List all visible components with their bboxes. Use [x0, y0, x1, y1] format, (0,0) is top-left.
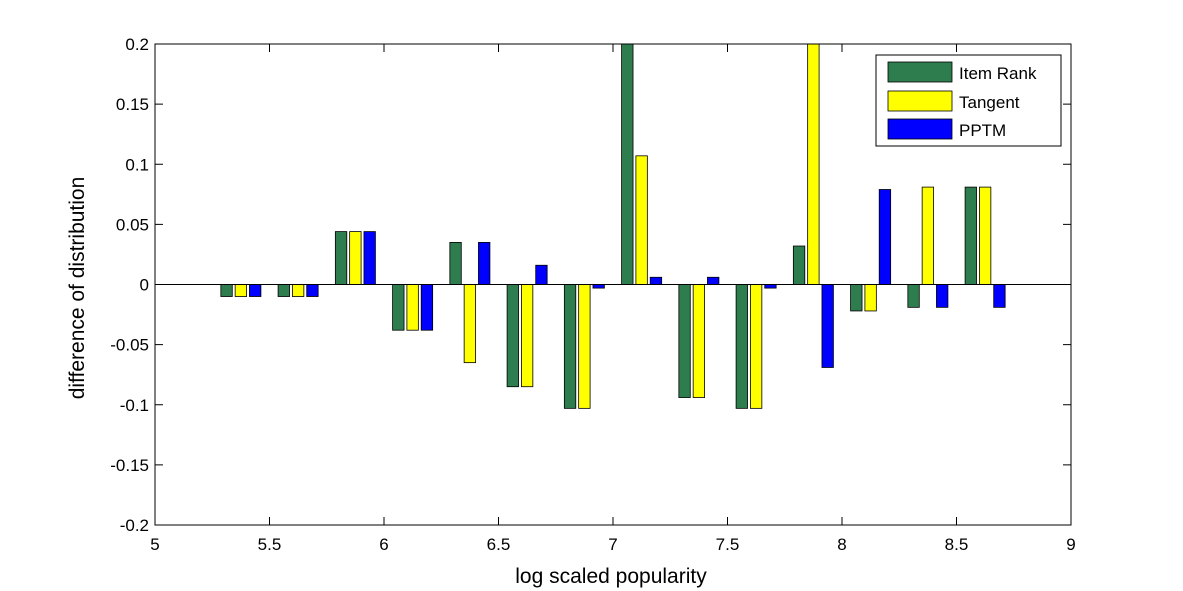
legend-swatch-item-rank [887, 61, 953, 83]
bar-pptm-7 [649, 276, 663, 285]
bar-tangent-11 [864, 284, 877, 312]
legend-swatch-tangent [887, 90, 953, 112]
y-tick-label: 0 [140, 276, 149, 295]
bar-pptm-13 [993, 284, 1006, 308]
x-tick-label: 9 [1066, 535, 1075, 554]
y-axis: -0.2 -0.15 -0.1 -0.05 0 0.05 0.1 0.15 0.2 [110, 35, 1071, 535]
bar-pptm-10 [821, 284, 834, 368]
bar-pptm-1 [306, 284, 319, 297]
bar-item-rank-12 [907, 284, 920, 308]
bar-tangent-13 [979, 186, 992, 285]
bar-tangent-10 [807, 43, 820, 285]
bar-pptm-0 [249, 284, 262, 297]
y-tick-label: 0.05 [116, 215, 149, 234]
bar-item-rank-13 [964, 186, 977, 285]
bar-tangent-4 [463, 284, 476, 364]
x-tick-label: 5.5 [258, 535, 282, 554]
bar-tangent-5 [521, 284, 534, 388]
bar-pptm-9 [764, 284, 777, 289]
bar-tangent-8 [692, 284, 706, 398]
y-tick-label: 0.1 [125, 155, 149, 174]
bar-pptm-5 [535, 264, 548, 285]
x-tick-label: 6.5 [487, 535, 511, 554]
bar-item-rank-1 [277, 284, 290, 297]
bar-pptm-8 [707, 276, 720, 285]
y-tick-label: -0.05 [110, 336, 149, 355]
legend-swatch-pptm [887, 118, 953, 140]
x-axis: 5 5.5 6 6.5 7 7.5 8 8.5 9 [150, 44, 1076, 554]
bar-pptm-3 [420, 284, 434, 331]
bar-pptm-2 [363, 231, 376, 285]
bar-tangent-0 [234, 284, 247, 297]
x-tick-label: 8 [837, 535, 846, 554]
bar-tangent-6 [578, 284, 591, 409]
legend-label-item-rank: Item Rank [959, 64, 1037, 83]
x-axis-title: log scaled popularity [515, 565, 707, 588]
bar-tangent-7 [635, 155, 648, 285]
x-tick-label: 5 [150, 535, 159, 554]
y-tick-label: -0.15 [110, 456, 149, 475]
bar-item-rank-7 [621, 43, 634, 285]
x-tick-label: 8.5 [945, 535, 969, 554]
bar-tangent-2 [349, 231, 362, 285]
x-tick-label: 7.5 [716, 535, 740, 554]
x-tick-label: 7 [608, 535, 617, 554]
bar-item-rank-2 [334, 231, 348, 285]
bar-tangent-9 [750, 284, 763, 409]
legend: Item Rank Tangent PPTM [875, 54, 1062, 147]
bar-item-rank-3 [392, 284, 405, 331]
y-axis-title: difference of distribution [66, 177, 89, 400]
x-tick-label: 6 [379, 535, 388, 554]
bar-tangent-12 [921, 186, 935, 285]
bar-pptm-11 [878, 189, 892, 285]
y-tick-label: 0.15 [116, 95, 149, 114]
bar-tangent-3 [406, 284, 419, 331]
bar-item-rank-8 [678, 284, 691, 398]
bar-item-rank-10 [792, 245, 806, 285]
y-tick-label: -0.1 [120, 396, 149, 415]
bar-pptm-4 [478, 242, 491, 285]
bar-item-rank-11 [850, 284, 863, 312]
bar-tangent-1 [291, 284, 305, 297]
legend-label-tangent: Tangent [959, 93, 1020, 112]
bar-item-rank-6 [563, 284, 577, 409]
bar-item-rank-9 [735, 284, 748, 409]
bars-group [220, 43, 1006, 409]
legend-label-pptm: PPTM [959, 121, 1006, 140]
bar-item-rank-4 [449, 242, 462, 285]
y-tick-label: -0.2 [120, 516, 149, 535]
bar-pptm-6 [592, 284, 605, 289]
bar-item-rank-0 [220, 284, 233, 297]
bar-item-rank-5 [506, 284, 519, 388]
y-tick-label: 0.2 [125, 35, 149, 54]
bar-pptm-12 [936, 284, 949, 308]
